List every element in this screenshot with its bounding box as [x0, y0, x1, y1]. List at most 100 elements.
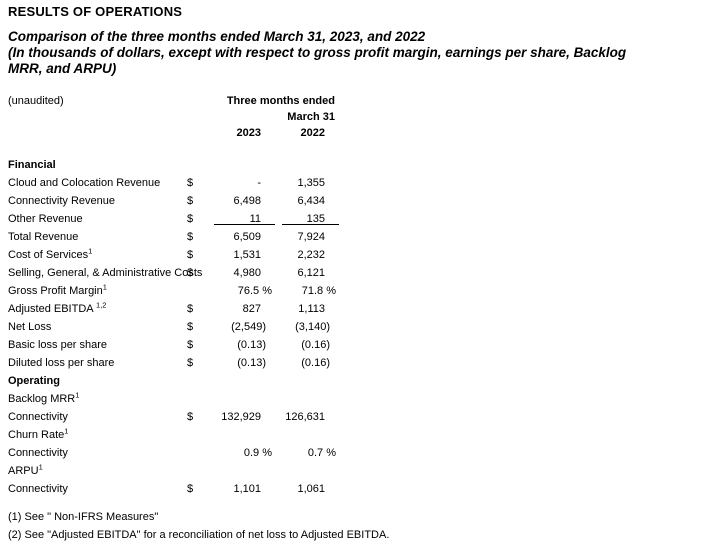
row-label: Other Revenue: [8, 213, 83, 225]
dollar-sign: [187, 372, 214, 390]
table-row-backlog-connectivity: Connectivity $ 132,929 126,631: [0, 408, 718, 426]
value-2023: (0.13): [237, 339, 266, 351]
dollar-sign: $: [187, 411, 194, 423]
value-2023: 76.5 %: [237, 285, 272, 297]
value-2022: 7,924: [297, 231, 325, 243]
table-row-backlog-mrr: Backlog MRR1: [0, 390, 718, 408]
column-gap: [275, 480, 282, 498]
value-2022: 1,113: [298, 303, 325, 315]
table-row-sga-costs: Selling, General, & Administrative Costs…: [0, 264, 718, 282]
row-label: Connectivity Revenue: [8, 195, 116, 207]
row-label: Connectivity: [8, 411, 68, 423]
value-2022: 0.7 %: [307, 447, 336, 459]
footnote-ref: 1: [102, 282, 107, 292]
section-label: Financial: [8, 159, 56, 171]
table-row-section-operating: Operating: [0, 372, 718, 390]
value-2023: 1,531: [233, 249, 261, 261]
dollar-sign: [187, 156, 214, 174]
column-gap: [275, 372, 282, 390]
value-2022: (0.16): [301, 357, 330, 369]
value-2023: 132,929: [221, 411, 261, 423]
column-gap: [275, 462, 282, 480]
value-2023: [214, 156, 275, 174]
row-label: Adjusted EBITDA 1,2: [8, 300, 107, 315]
table-row-churn-rate: Churn Rate1: [0, 426, 718, 444]
dollar-sign: $: [187, 303, 194, 315]
value-2022: [282, 426, 339, 444]
column-gap: [275, 318, 282, 336]
column-gap: [275, 210, 282, 228]
row-label: Basic loss per share: [8, 339, 108, 351]
page-title: RESULTS OF OPERATIONS: [8, 4, 183, 19]
value-2022: 126,631: [285, 411, 325, 423]
value-2023: [214, 462, 275, 480]
column-group-header: Three months ended: [226, 95, 335, 107]
dollar-sign: $: [187, 177, 194, 189]
dollar-sign: [187, 426, 214, 444]
column-gap: [275, 336, 282, 354]
value-2022: 71.8 %: [301, 285, 336, 297]
value-2023: 1,101: [233, 483, 261, 495]
value-2022: 1,061: [297, 483, 325, 495]
row-label: Cost of Services1: [8, 246, 93, 261]
row-label: ARPU1: [8, 462, 43, 477]
column-gap: [275, 408, 282, 426]
header-spacer: [187, 109, 214, 125]
column-gap: [275, 282, 282, 300]
value-2023: [214, 390, 275, 408]
header-spacer: [187, 93, 214, 109]
financial-table: (unaudited) Three months ended March 31 …: [0, 93, 718, 498]
subtitle-line-3: MRR, and ARPU): [8, 61, 117, 76]
value-2022: 6,434: [297, 195, 325, 207]
subtitle-line-1: Comparison of the three months ended Mar…: [8, 29, 426, 44]
header-spacer: [0, 125, 187, 141]
column-header-2023: 2023: [236, 127, 261, 139]
value-2022: [282, 462, 339, 480]
value-2022: [282, 372, 339, 390]
dollar-sign: $: [187, 483, 194, 495]
dollar-sign: [187, 444, 214, 462]
value-2023: (2,549): [231, 321, 266, 333]
table-row-cost-of-services: Cost of Services1 $ 1,531 2,232: [0, 246, 718, 264]
header-spacer: [187, 125, 214, 141]
value-2023: 11: [214, 210, 275, 228]
footnotes: (1) See " Non-IFRS Measures" (2) See "Ad…: [8, 508, 718, 544]
value-2023: (0.13): [237, 357, 266, 369]
value-2023: 6,509: [233, 231, 261, 243]
row-label: Net Loss: [8, 321, 52, 333]
table-row-section-financial: Financial: [0, 156, 718, 174]
column-gap: [275, 246, 282, 264]
row-label: Connectivity: [8, 483, 68, 495]
footnote-ref: 1: [75, 390, 80, 400]
table-row-other-revenue: Other Revenue $ 11 135: [0, 210, 718, 228]
column-gap: [275, 192, 282, 210]
row-label: Cloud and Colocation Revenue: [8, 177, 161, 189]
table-row-basic-loss-per-share: Basic loss per share $ (0.13) (0.16): [0, 336, 718, 354]
value-2022: 6,121: [297, 267, 325, 279]
table-row-gross-profit-margin: Gross Profit Margin1 76.5 % 71.8 %: [0, 282, 718, 300]
column-gap: [275, 300, 282, 318]
dollar-sign: $: [187, 249, 194, 261]
table-row-net-loss: Net Loss $ (2,549) (3,140): [0, 318, 718, 336]
value-2022: 2,232: [297, 249, 325, 261]
column-header-2022: 2022: [300, 127, 325, 139]
value-2023: [214, 372, 275, 390]
row-label: Connectivity: [8, 447, 68, 459]
report-subtitle: Comparison of the three months ended Mar…: [8, 29, 718, 77]
table-header-row-1: (unaudited) Three months ended: [0, 93, 718, 109]
footnote-ref: 1: [88, 246, 93, 256]
dollar-sign: $: [187, 339, 194, 351]
column-gap: [275, 444, 282, 462]
value-2022: (0.16): [301, 339, 330, 351]
column-gap: [275, 174, 282, 192]
table-row-arpu-connectivity: Connectivity $ 1,101 1,061: [0, 480, 718, 498]
table-row-churn-connectivity: Connectivity 0.9 % 0.7 %: [0, 444, 718, 462]
value-2023: 827: [242, 303, 261, 315]
table-row-arpu: ARPU1: [0, 462, 718, 480]
dollar-sign: $: [187, 357, 194, 369]
dollar-sign: [187, 462, 214, 480]
value-2023: 6,498: [233, 195, 261, 207]
table-row-connectivity-revenue: Connectivity Revenue $ 6,498 6,434: [0, 192, 718, 210]
footnote-ref: 1: [64, 426, 69, 436]
